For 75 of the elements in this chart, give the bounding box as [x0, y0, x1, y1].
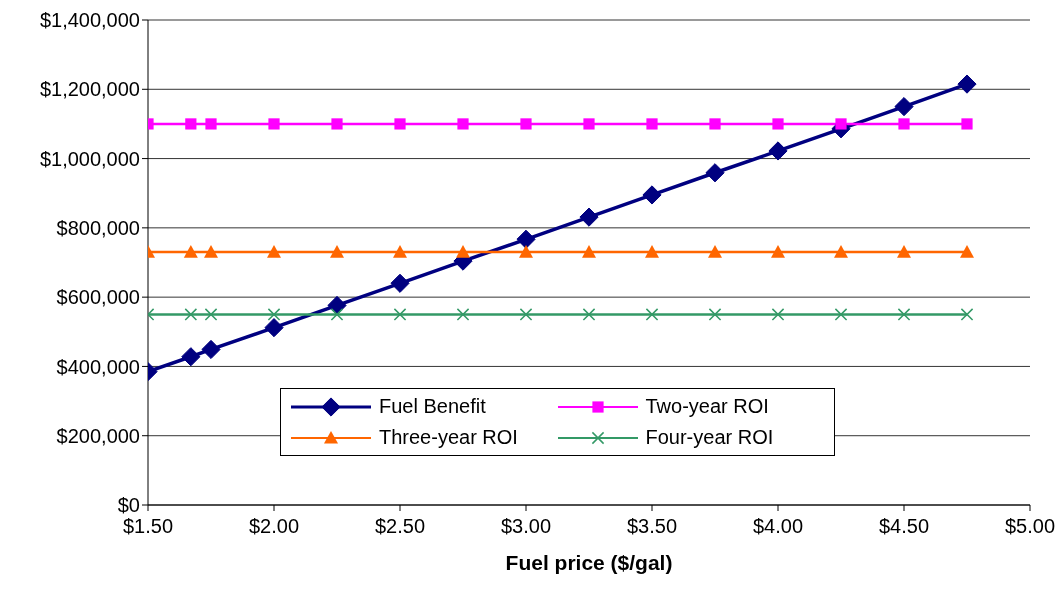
point — [834, 308, 848, 321]
y-tick-label: $1,000,000 — [39, 147, 140, 170]
point — [705, 163, 725, 183]
point — [456, 245, 470, 258]
y-tick-label: $600,000 — [56, 286, 140, 309]
point — [642, 185, 662, 205]
point — [834, 245, 848, 258]
x-tick-label: $4.00 — [752, 515, 804, 538]
legend-label: Two-year ROI — [645, 395, 769, 418]
point — [646, 118, 658, 130]
point — [205, 118, 217, 130]
point — [960, 308, 974, 321]
legend-label: Three-year ROI — [379, 426, 518, 449]
point — [645, 245, 659, 258]
point — [331, 118, 343, 130]
point — [709, 118, 721, 130]
point — [268, 118, 280, 130]
point — [204, 308, 218, 321]
point — [768, 141, 788, 161]
point — [267, 308, 281, 321]
y-tick-label: $1,400,000 — [39, 9, 140, 32]
point — [579, 207, 599, 227]
point — [772, 118, 784, 130]
point — [390, 273, 410, 293]
y-tick-label: $0 — [117, 494, 140, 517]
point — [330, 245, 344, 258]
x-axis-title: Fuel price ($/gal) — [505, 551, 673, 574]
point — [708, 308, 722, 321]
point — [456, 308, 470, 321]
point — [897, 245, 911, 258]
point — [184, 308, 198, 321]
x-tick-label: $3.00 — [500, 515, 552, 538]
x-tick-label: $3.50 — [626, 515, 678, 538]
point — [457, 118, 469, 130]
point — [330, 308, 344, 321]
point — [960, 245, 974, 258]
legend-label: Four-year ROI — [645, 426, 774, 449]
x-tick-label: $5.00 — [1004, 515, 1056, 538]
y-tick-label: $200,000 — [56, 424, 140, 447]
point — [582, 245, 596, 258]
x-tick-label: $4.50 — [878, 515, 930, 538]
x-tick-label: $1.50 — [122, 515, 174, 538]
point — [771, 245, 785, 258]
point — [582, 308, 596, 321]
point — [183, 245, 198, 258]
point — [520, 118, 532, 130]
point — [957, 74, 977, 94]
point — [519, 308, 533, 321]
point — [771, 308, 785, 321]
x-tick-label: $2.00 — [248, 515, 300, 538]
point — [519, 245, 533, 258]
point — [264, 318, 284, 338]
point — [583, 118, 595, 130]
point — [393, 245, 407, 258]
point — [708, 245, 722, 258]
y-tick-label: $400,000 — [56, 355, 140, 378]
point — [393, 308, 407, 321]
x-tick-label: $2.50 — [374, 515, 426, 538]
point — [898, 118, 910, 130]
legend-label: Fuel Benefit — [379, 395, 486, 418]
point — [204, 245, 218, 258]
y-tick-label: $1,200,000 — [39, 78, 140, 101]
point — [185, 118, 197, 130]
point — [645, 308, 659, 321]
point — [516, 229, 536, 249]
y-tick-label: $800,000 — [56, 216, 140, 239]
point — [835, 118, 847, 130]
point — [327, 295, 347, 316]
point — [201, 339, 221, 360]
point — [897, 308, 911, 321]
point — [394, 118, 406, 130]
point — [181, 347, 201, 367]
point — [894, 97, 914, 117]
point — [267, 245, 281, 258]
point — [961, 118, 973, 130]
